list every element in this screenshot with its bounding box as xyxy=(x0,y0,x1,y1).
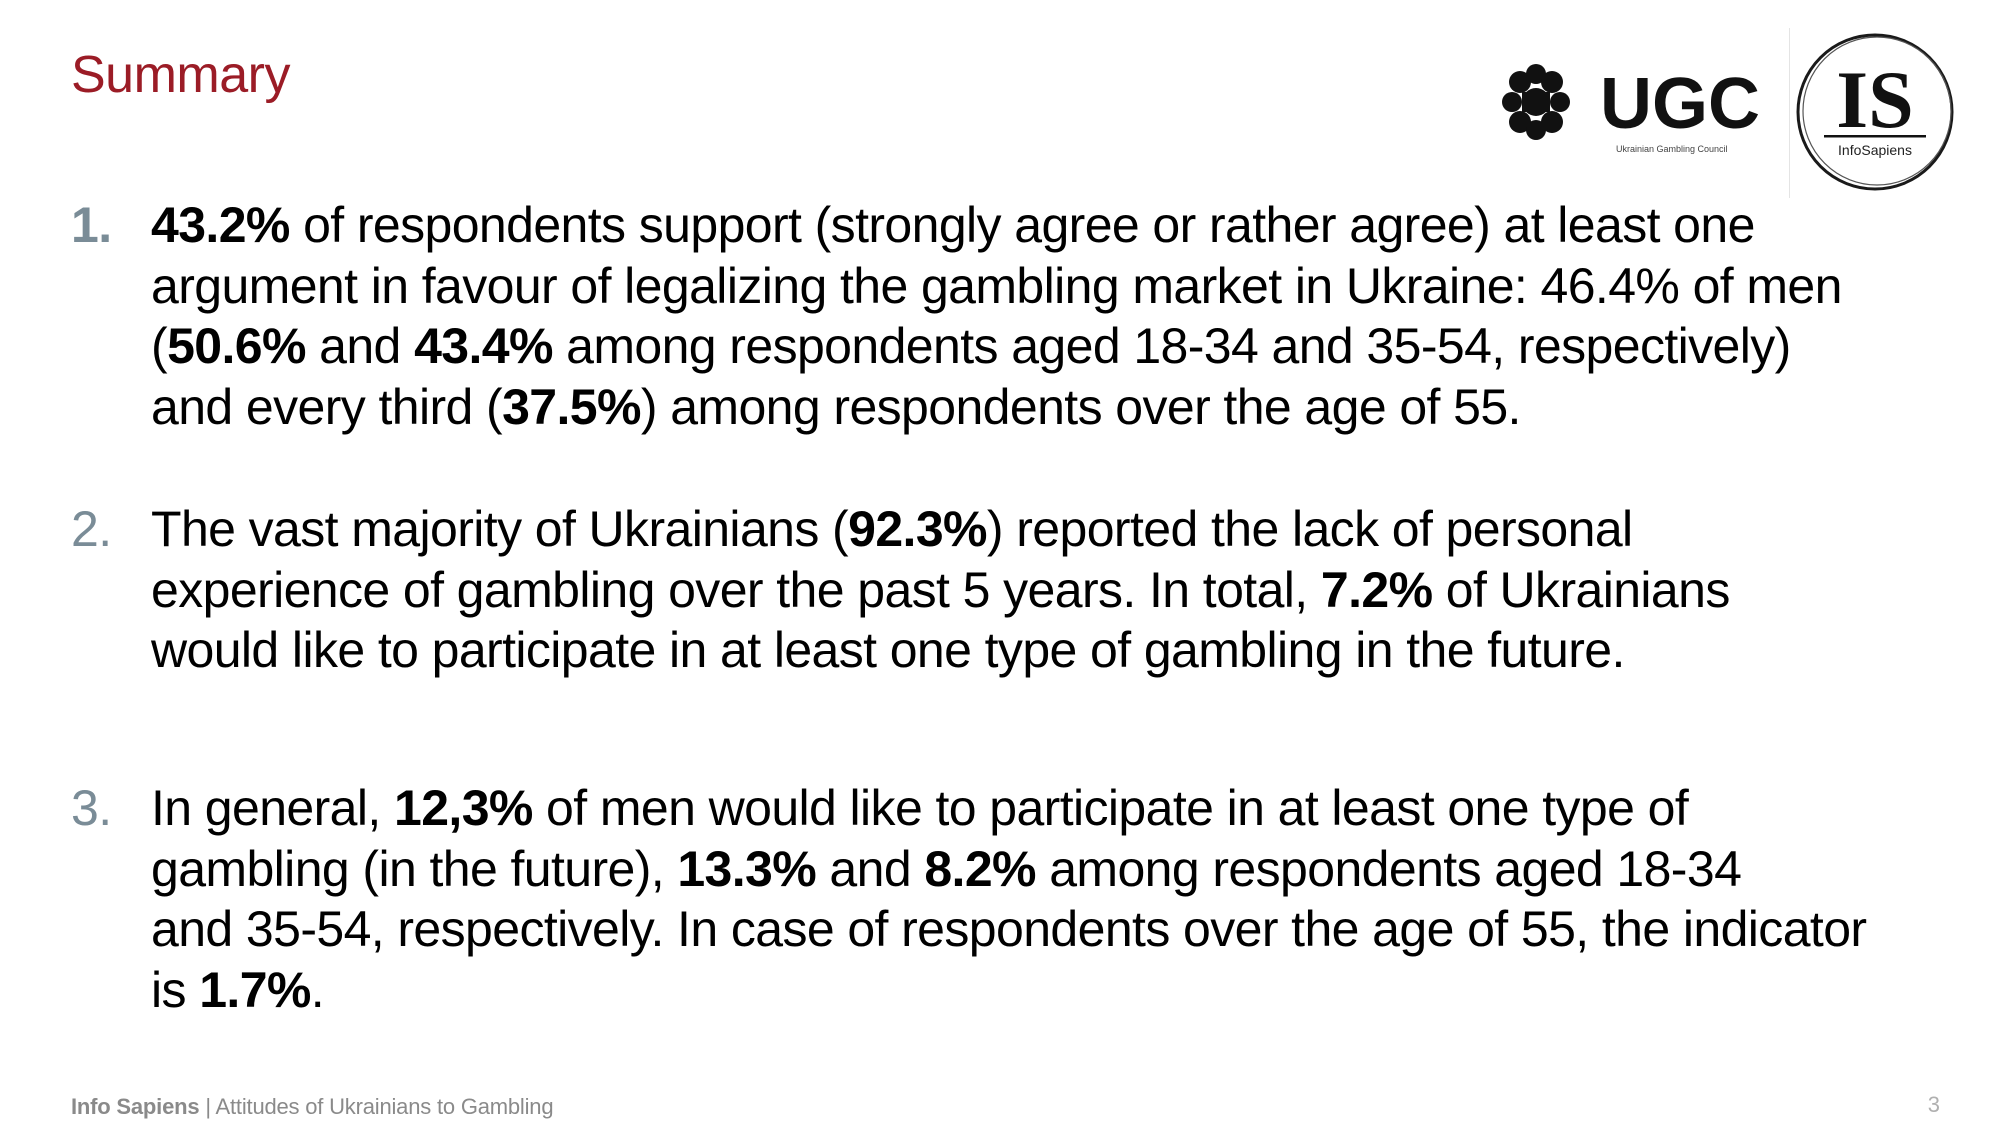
logo-group: UGC Ukrainian Gambling Council IS InfoSa… xyxy=(1500,28,1960,198)
text-line: experience of gambling over the past 5 y… xyxy=(151,560,2000,621)
text-segment: ) among respondents over the age of 55. xyxy=(640,378,1522,435)
text-line: gambling (in the future), 13.3% and 8.2%… xyxy=(151,839,2000,900)
highlighted-figure: 1.7% xyxy=(199,961,311,1018)
highlighted-figure: 8.2% xyxy=(924,840,1036,897)
text-line: (50.6% and 43.4% among respondents aged … xyxy=(151,316,2000,377)
text-segment: and every third ( xyxy=(151,378,503,435)
highlighted-figure: 50.6% xyxy=(167,318,306,374)
slide-title: Summary xyxy=(71,46,290,104)
text-segment: gambling (in the future), xyxy=(151,840,678,897)
text-segment: and xyxy=(305,318,415,374)
ugc-logo: UGC Ukrainian Gambling Council xyxy=(1502,64,1760,154)
infosapiens-monogram: IS xyxy=(1836,54,1914,145)
footer: Info Sapiens | Attitudes of Ukrainians t… xyxy=(71,1094,554,1120)
text-line: The vast majority of Ukrainians (92.3%) … xyxy=(151,499,2000,560)
footer-separator: | xyxy=(199,1094,216,1119)
list-item-text: 43.2% of respondents support (strongly a… xyxy=(151,195,2000,437)
text-segment: among respondents aged 18-34 and 35-54, … xyxy=(552,318,1791,374)
ugc-wordmark: UGC xyxy=(1600,64,1760,144)
text-line: would like to participate in at least on… xyxy=(151,620,2000,681)
text-segment: of Ukrainians xyxy=(1432,561,1731,618)
text-segment: ( xyxy=(151,318,168,374)
text-segment: . xyxy=(310,961,325,1018)
page-number: 3 xyxy=(1927,1092,1940,1117)
text-segment: and 35-54, respectively. In case of resp… xyxy=(151,901,1867,957)
infosapiens-logo: IS InfoSapiens xyxy=(1796,33,1954,191)
highlighted-figure: 43.4% xyxy=(414,318,553,374)
text-line: and every third (37.5%) among respondent… xyxy=(151,377,2000,438)
footer-organization: Info Sapiens xyxy=(71,1094,200,1119)
text-segment: would like to participate in at least on… xyxy=(151,622,1625,678)
list-item-text: The vast majority of Ukrainians (92.3%) … xyxy=(151,499,2000,681)
text-line: In general, 12,3% of men would like to p… xyxy=(151,778,2000,839)
highlighted-figure: 13.3% xyxy=(677,840,817,897)
highlighted-figure: 37.5% xyxy=(502,378,641,435)
text-line: argument in favour of legalizing the gam… xyxy=(151,256,2000,317)
clover-icon xyxy=(1502,64,1570,140)
text-segment: In general, xyxy=(151,780,394,836)
text-line: 43.2% of respondents support (strongly a… xyxy=(151,195,2000,256)
text-segment: experience of gambling over the past 5 y… xyxy=(151,561,1321,618)
list-number: 3. xyxy=(71,780,112,836)
text-line: is 1.7%. xyxy=(151,960,2000,1021)
highlighted-figure: 12,3% xyxy=(393,780,533,836)
text-segment: ) reported the lack of personal xyxy=(986,501,1633,557)
text-segment: of men would like to participate in at l… xyxy=(532,780,1689,836)
logo-divider xyxy=(1789,28,1790,198)
list-item-text: In general, 12,3% of men would like to p… xyxy=(151,778,2000,1020)
infosapiens-caption: InfoSapiens xyxy=(1838,142,1912,158)
text-line: and 35-54, respectively. In case of resp… xyxy=(151,899,2000,960)
footer-report-title: Attitudes of Ukrainians to Gambling xyxy=(215,1094,554,1119)
text-segment: argument in favour of legalizing the gam… xyxy=(151,257,1842,314)
highlighted-figure: 43.2% xyxy=(151,197,290,253)
highlighted-figure: 92.3% xyxy=(848,501,987,557)
text-segment: and xyxy=(816,840,925,897)
list-number: 2. xyxy=(71,501,112,557)
ugc-caption: Ukrainian Gambling Council xyxy=(1616,144,1728,154)
highlighted-figure: 7.2% xyxy=(1320,561,1433,618)
list-number: 1. xyxy=(71,197,112,253)
text-segment: The vast majority of Ukrainians ( xyxy=(151,501,849,557)
text-segment: among respondents aged 18-34 xyxy=(1035,840,1742,897)
text-segment: is xyxy=(151,961,200,1018)
text-segment: of respondents support (strongly agree o… xyxy=(289,197,1755,253)
